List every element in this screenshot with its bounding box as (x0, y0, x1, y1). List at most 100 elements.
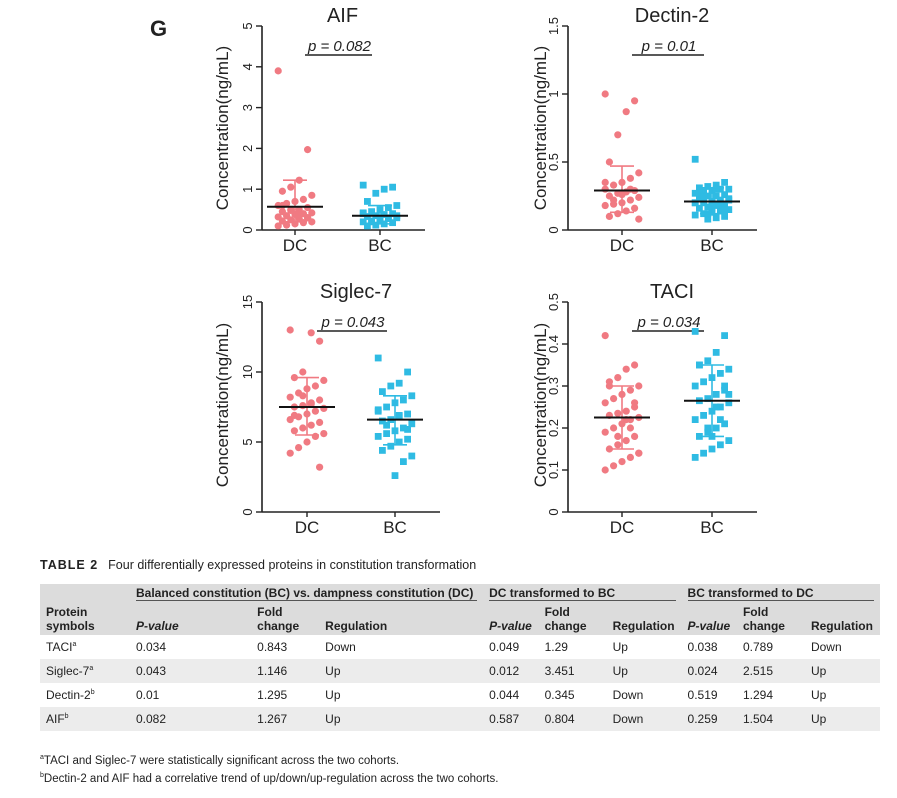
data-point-dc (303, 438, 311, 446)
data-point-dc (635, 449, 643, 457)
group-header-bc-to-dc: BC transformed to DC (681, 584, 880, 603)
data-point-dc (635, 169, 643, 177)
x-tick-label: DC (283, 236, 308, 255)
data-point-bc (721, 179, 728, 186)
data-point-bc (389, 183, 396, 191)
data-point-bc (385, 214, 392, 222)
data-point-bc (389, 210, 396, 218)
pvalue-header: P-value (681, 603, 737, 635)
data-point-dc (274, 67, 282, 75)
table-label: TABLE 2 (40, 558, 99, 572)
data-point-bc (700, 199, 707, 207)
data-point-bc (704, 357, 712, 365)
data-point-bc (379, 447, 386, 454)
y-tick-label: 0.5 (546, 293, 561, 311)
chart-title: Dectin-2 (635, 5, 709, 27)
data-point-bc (400, 424, 407, 432)
p-value-label: p = 0.082 (307, 38, 372, 55)
table-cell: 1.267 (251, 707, 320, 731)
data-point-bc (379, 417, 386, 425)
table-cell: Up (804, 659, 880, 683)
data-point-bc (691, 382, 699, 390)
footnote-b: bDectin-2 and AIF had a correlative tren… (40, 772, 499, 785)
data-point-dc (626, 424, 635, 432)
data-point-bc (387, 442, 395, 450)
y-tick-label: 0 (546, 508, 561, 515)
data-point-dc (635, 215, 643, 223)
table-row: Siglec-7a 0.043 1.146 Up 0.012 3.451 Up 0.024 2.… (40, 659, 880, 683)
x-tick-label: BC (700, 518, 724, 537)
data-point-dc (635, 382, 643, 390)
table-cell: 0.587 (483, 707, 539, 731)
data-point-dc (605, 445, 614, 453)
data-point-dc (299, 195, 307, 203)
pvalue-header: P-value (130, 603, 252, 635)
data-point-bc (383, 430, 390, 437)
data-point-bc (717, 370, 724, 377)
data-point-bc (704, 203, 712, 211)
data-point-bc (704, 395, 712, 402)
data-point-bc (717, 416, 724, 423)
data-point-bc (374, 433, 382, 440)
table-cell: 0.01 (136, 688, 160, 702)
data-point-dc (316, 463, 324, 471)
y-axis-label: Concentration(ng/mL) (213, 323, 232, 487)
data-point-dc (601, 466, 609, 474)
table-cell: 2.515 (736, 659, 805, 683)
data-point-bc (691, 211, 699, 219)
table-cell: 0.345 (544, 688, 575, 702)
data-point-dc (320, 376, 328, 384)
data-point-bc (691, 328, 699, 335)
data-point-dc (286, 326, 294, 334)
y-tick-label: 1 (240, 186, 255, 193)
data-point-bc (721, 191, 728, 199)
data-point-bc (696, 184, 703, 192)
data-point-dc (631, 97, 639, 105)
data-point-dc (601, 90, 609, 98)
data-point-bc (691, 454, 699, 461)
data-point-dc (601, 332, 609, 340)
data-point-dc (631, 204, 639, 212)
protein-symbol-cell: TACIa (46, 640, 77, 654)
data-point-bc (691, 189, 699, 197)
table-cell: 3.451 (538, 659, 607, 683)
data-point-bc (372, 221, 380, 229)
data-point-dc (320, 404, 328, 412)
x-tick-label: DC (610, 518, 635, 537)
table-cell: 0.038 (687, 640, 718, 654)
table-cell: 0.519 (687, 688, 718, 702)
data-point-dc (605, 158, 614, 166)
data-point-bc (393, 202, 401, 209)
x-tick-label: DC (610, 236, 635, 255)
table-cell: 0.082 (130, 707, 252, 731)
data-point-dc (626, 174, 635, 182)
data-point-dc (290, 427, 298, 435)
data-point-bc (725, 196, 733, 204)
data-point-dc (601, 399, 609, 407)
data-point-bc (380, 185, 388, 193)
data-point-dc (316, 337, 324, 345)
pvalue-header: P-value (483, 603, 539, 635)
data-point-bc (368, 208, 375, 216)
data-point-bc (700, 193, 707, 201)
data-point-dc (622, 207, 630, 215)
group-header-dc-to-bc: DC transformed to BC (483, 584, 682, 603)
y-tick-label: 3 (240, 104, 255, 111)
footnote-a: aTACI and Siglec-7 were statistically si… (40, 754, 400, 767)
data-point-bc (364, 222, 371, 230)
data-point-bc (404, 368, 411, 376)
table-cell: 0.043 (130, 659, 252, 683)
data-point-dc (626, 185, 635, 193)
data-point-bc (383, 421, 390, 429)
data-point-dc (610, 424, 618, 432)
table-cell: 0.012 (483, 659, 539, 683)
protein-symbols-header: Protein symbols (40, 603, 130, 635)
data-point-bc (704, 192, 712, 200)
data-point-bc (391, 472, 399, 479)
table-cell: 0.049 (489, 640, 520, 654)
y-axis-label: Concentration(ng/mL) (531, 323, 550, 487)
table-cell: Down (606, 707, 682, 731)
data-point-dc (307, 421, 315, 429)
data-point-dc (622, 365, 630, 373)
chart-title: AIF (327, 5, 358, 27)
